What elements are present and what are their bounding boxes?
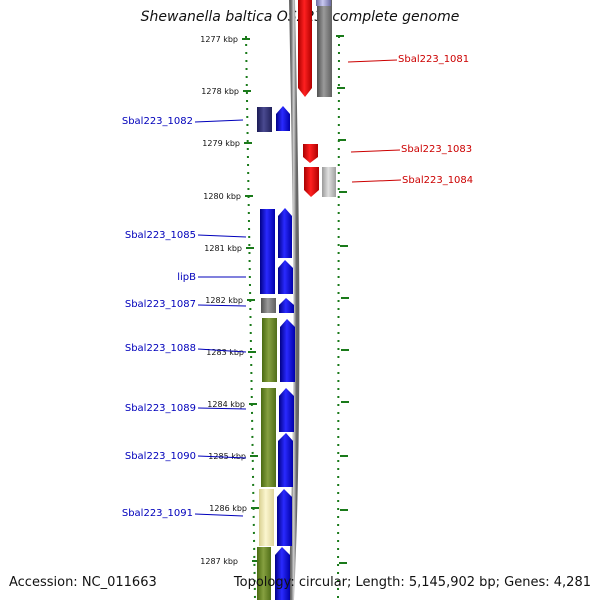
inner-tick-guide (245, 35, 256, 600)
leader-lines-right (347, 59, 402, 183)
gene-label-sbal223-1085[interactable]: Sbal223_1085 (125, 230, 196, 241)
kbp-label: 1280 kbp (203, 192, 241, 201)
gene-sbal223-1090-arrow[interactable] (278, 433, 293, 487)
kbp-label: 1277 kbp (200, 35, 238, 44)
gene-sbal223-1085-arrow[interactable] (278, 208, 292, 258)
gene-purple-cog (316, 0, 331, 6)
kbp-label: 1284 kbp (207, 400, 245, 409)
accession-text: Accession: NC_011663 (9, 575, 157, 590)
gene-sbal223-1088-cog[interactable] (262, 318, 277, 382)
gene-sbal223-1082-cog[interactable] (257, 107, 272, 132)
gene-sbal223-1089-cog[interactable] (261, 388, 276, 487)
reverse-genes (257, 106, 295, 600)
gene-labels-left: Sbal223_1082 Sbal223_1085 lipB Sbal223_1… (122, 116, 196, 519)
gene-label-sbal223-1088[interactable]: Sbal223_1088 (125, 343, 196, 354)
forward-genes (298, 0, 336, 197)
gene-label-sbal223-1083[interactable]: Sbal223_1083 (401, 144, 472, 155)
major-ticks-outer (336, 35, 349, 564)
gene-label-sbal223-1081[interactable]: Sbal223_1081 (398, 54, 469, 65)
genome-backbone (288, 0, 300, 600)
gene-sbal223-1085-cog[interactable] (260, 209, 275, 294)
kbp-label: 1282 kbp (205, 296, 243, 305)
gene-sbal223-1087-arrow[interactable] (279, 298, 294, 313)
gene-bottom-cog (257, 547, 271, 600)
kbp-label: 1287 kbp (200, 557, 238, 566)
kbp-label: 1285 kbp (208, 452, 246, 461)
gene-label-sbal223-1090[interactable]: Sbal223_1090 (125, 451, 196, 462)
kbp-label: 1286 kbp (209, 504, 247, 513)
gene-sbal223-1089-arrow[interactable] (279, 388, 294, 432)
genome-summary-text: Topology: circular; Length: 5,145,902 bp… (233, 575, 591, 590)
gene-label-sbal223-1082[interactable]: Sbal223_1082 (122, 116, 193, 127)
gene-sbal223-1083-arrow[interactable] (303, 144, 318, 163)
gene-sbal223-1084-cog[interactable] (322, 167, 336, 197)
gene-sbal223-1082-arrow[interactable] (276, 106, 290, 131)
outer-tick-guide (337, 35, 340, 600)
gene-label-sbal223-1087[interactable]: Sbal223_1087 (125, 299, 196, 310)
kbp-label: 1281 kbp (204, 244, 242, 253)
gene-bottom-arrow (275, 547, 290, 600)
gene-label-lipb[interactable]: lipB (177, 272, 196, 283)
gene-labels-right: Sbal223_1081 Sbal223_1083 Sbal223_1084 (398, 54, 473, 186)
gene-sbal223-1081-arrow[interactable] (298, 0, 312, 97)
gene-label-sbal223-1089[interactable]: Sbal223_1089 (125, 403, 196, 414)
gene-sbal223-1091-arrow[interactable] (277, 489, 292, 546)
gene-sbal223-1088-arrow[interactable] (280, 319, 295, 382)
kbp-axis-labels: 1277 kbp 1278 kbp 1279 kbp 1280 kbp 1281… (200, 35, 247, 566)
gene-label-sbal223-1084[interactable]: Sbal223_1084 (402, 175, 473, 186)
kbp-label: 1279 kbp (202, 139, 240, 148)
gene-lipb-arrow[interactable] (278, 260, 293, 294)
gene-sbal223-1091-cog[interactable] (259, 489, 274, 546)
gene-sbal223-1081-cog[interactable] (317, 0, 332, 97)
leader-lines-left (194, 119, 247, 517)
gene-sbal223-1084-arrow[interactable] (304, 167, 319, 197)
gene-label-sbal223-1091[interactable]: Sbal223_1091 (122, 508, 193, 519)
gene-sbal223-1087-cog[interactable] (261, 298, 276, 313)
kbp-label: 1278 kbp (201, 87, 239, 96)
kbp-label: 1283 kbp (206, 348, 244, 357)
